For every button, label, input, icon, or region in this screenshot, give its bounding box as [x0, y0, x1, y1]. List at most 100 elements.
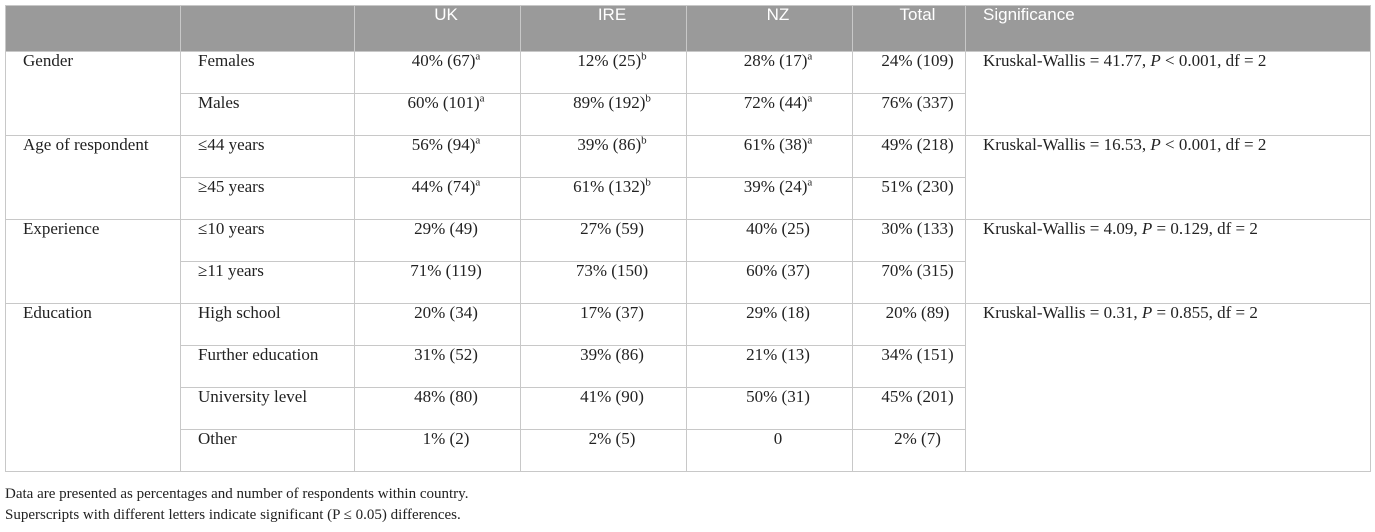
significance-test-text: Kruskal-Wallis = 41.77, [983, 51, 1151, 70]
uk-cell: 1% (2) [354, 429, 521, 472]
significance-p-value: < 0.001, df = 2 [1160, 135, 1267, 154]
significance-test-text: Kruskal-Wallis = 4.09, [983, 219, 1142, 238]
ire-cell: 17% (37) [520, 303, 687, 346]
header-uk: UK [354, 5, 521, 52]
table-row: Males 60% (101)a 89% (192)b 72% (44)a 76% (3… [6, 92, 1371, 136]
uk-value: 20% (34) [414, 303, 478, 322]
significance-letter: a [479, 92, 485, 105]
nz-value: 50% (31) [746, 387, 810, 406]
nz-value: 72% (44) [743, 93, 808, 112]
nz-cell: 40% (25) [686, 219, 853, 262]
significance-cell: Kruskal-Wallis = 4.09, P = 0.129, df = 2 [965, 219, 1371, 304]
significance-letter: a [807, 134, 813, 147]
ire-value: 61% (132) [573, 177, 646, 196]
significance-letter: b [645, 92, 651, 105]
nz-cell: 29% (18) [686, 303, 853, 346]
ire-cell: 73% (150) [520, 261, 687, 304]
header-total: Total [852, 5, 966, 52]
uk-cell: 60% (101)a [354, 92, 521, 136]
row-label-cell: Females [180, 51, 355, 94]
significance-p-value: = 0.129, df = 2 [1152, 219, 1258, 238]
total-cell: 45% (201) [852, 387, 966, 430]
uk-cell: 48% (80) [354, 387, 521, 430]
nz-cell: 28% (17)a [686, 50, 853, 94]
row-label-cell: Males [180, 93, 355, 136]
uk-value: 1% (2) [422, 429, 470, 448]
ire-cell: 12% (25)b [520, 50, 687, 94]
ire-value: 89% (192) [573, 93, 646, 112]
row-label-cell: ≤44 years [180, 135, 355, 178]
significance-cell: Kruskal-Wallis = 0.31, P = 0.855, df = 2 [965, 303, 1371, 472]
table-row: ≥11 years 71% (119) 73% (150) 60% (37) 70% (… [6, 261, 1371, 304]
ire-cell: 27% (59) [520, 219, 687, 262]
nz-value: 60% (37) [746, 261, 810, 280]
significance-p-value: < 0.001, df = 2 [1160, 51, 1267, 70]
significance-p-symbol: P [1150, 51, 1161, 70]
significance-letter: a [475, 134, 481, 147]
nz-cell: 50% (31) [686, 387, 853, 430]
nz-cell: 72% (44)a [686, 93, 853, 136]
total-cell: 34% (151) [852, 345, 966, 388]
table-row: Other 1% (2) 2% (5) 0 2% (7) [6, 429, 1371, 472]
uk-cell: 71% (119) [354, 261, 521, 304]
uk-cell: 20% (34) [354, 303, 521, 346]
nz-value: 21% (13) [746, 345, 810, 364]
table-row: Age of respondent ≤44 years 56% (94)a 39% (… [5, 134, 1371, 220]
header-blank-category [5, 5, 181, 52]
total-cell: 51% (230) [852, 177, 966, 220]
row-label-cell: High school [180, 303, 355, 346]
note-data-presentation: Data are presented as percentages and nu… [5, 486, 469, 502]
header-blank-subcategory [180, 5, 355, 52]
total-cell: 24% (109) [852, 51, 966, 94]
significance-letter: a [807, 50, 813, 63]
significance-cell: Kruskal-Wallis = 16.53, P < 0.001, df = … [965, 135, 1371, 220]
significance-letter: a [475, 50, 481, 63]
uk-value: 48% (80) [414, 387, 478, 406]
nz-value: 28% (17) [743, 51, 808, 70]
total-cell: 76% (337) [852, 93, 966, 136]
ire-cell: 39% (86)b [520, 134, 687, 178]
significance-letter: b [641, 134, 647, 147]
table-notes: Data are presented as percentages and nu… [5, 484, 468, 526]
nz-value: 39% (24) [743, 177, 808, 196]
significance-letter: a [807, 176, 813, 189]
ire-value: 2% (5) [588, 429, 636, 448]
ire-value: 12% (25) [577, 51, 642, 70]
significance-p-symbol: P [1150, 135, 1161, 154]
nz-cell: 61% (38)a [686, 134, 853, 178]
nz-value: 29% (18) [746, 303, 810, 322]
significance-p-symbol: P [1141, 219, 1153, 238]
table-row: Further education 31% (52) 39% (86) 21% (13… [6, 345, 1371, 388]
row-label-cell: ≥45 years [180, 177, 355, 220]
total-cell: 30% (133) [852, 219, 966, 262]
category-cell: Experience [5, 219, 181, 304]
header-row: UK IRE NZ Total Significance [5, 5, 1371, 52]
ire-value: 27% (59) [580, 219, 644, 238]
ire-cell: 61% (132)b [520, 176, 687, 220]
uk-value: 44% (74) [411, 177, 476, 196]
row-label-cell: University level [180, 387, 355, 430]
uk-cell: 56% (94)a [354, 134, 521, 178]
significance-letter: b [641, 50, 647, 63]
uk-cell: 44% (74)a [354, 177, 521, 220]
significance-letter: b [645, 176, 651, 189]
category-cell: Gender [5, 51, 181, 136]
row-label-cell: Other [180, 429, 355, 472]
ire-value: 73% (150) [575, 261, 649, 280]
note-superscripts: Superscripts with different letters indi… [5, 507, 461, 523]
ire-cell: 41% (90) [520, 387, 687, 430]
table-row: Gender Females 40% (67)a 12% (25)b 28% (17)a… [5, 50, 1371, 136]
category-cell: Education [5, 303, 181, 472]
nz-value: 40% (25) [746, 219, 810, 238]
uk-cell: 31% (52) [354, 345, 521, 388]
total-cell: 2% (7) [852, 429, 966, 472]
ire-value: 17% (37) [580, 303, 644, 322]
ire-value: 39% (86) [580, 345, 644, 364]
table-row: Experience ≤10 years 29% (49) 27% (59) 40% (… [5, 219, 1371, 304]
significance-p-value: = 0.855, df = 2 [1152, 303, 1258, 322]
significance-test-text: Kruskal-Wallis = 0.31, [983, 303, 1142, 322]
nz-cell: 21% (13) [686, 345, 853, 388]
ire-cell: 2% (5) [520, 429, 687, 472]
total-cell: 20% (89) [852, 303, 966, 346]
uk-cell: 40% (67)a [354, 50, 521, 94]
